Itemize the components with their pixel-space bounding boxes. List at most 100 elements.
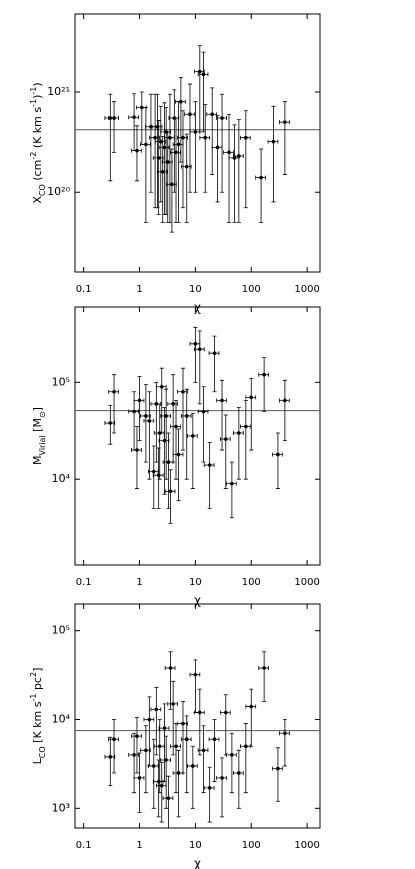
y-tick-label: 10³ (52, 801, 70, 814)
y-error-bar (132, 732, 137, 794)
data-point (262, 666, 266, 670)
y-error-bar (215, 115, 220, 203)
y-error-bar (243, 400, 248, 480)
y-error-bar (171, 374, 176, 463)
panel: 0.1 1 10 100 1000 10⁴ 10⁵ χ MVirial [M⊙] (31, 306, 321, 608)
y-error-bar (155, 93, 160, 209)
data-point (168, 489, 173, 494)
data-point (188, 112, 192, 117)
data-point (207, 786, 212, 790)
y-label-part: M (31, 455, 44, 465)
y-error-bar (134, 426, 139, 489)
y-error-bar (154, 686, 159, 756)
data-point (154, 402, 159, 406)
y-label-part: Virial (38, 435, 47, 455)
y-tick-label: 10²⁰ (47, 185, 70, 198)
y-label-part: ] (31, 668, 44, 672)
data-point (174, 424, 178, 429)
y-error-bar (232, 124, 237, 223)
y-error-bar (210, 87, 215, 175)
plot-frame (74, 603, 321, 829)
y-error-bar (159, 367, 164, 434)
data-point (174, 150, 178, 155)
x-tick-label: 1000 (294, 840, 319, 851)
y-label-part: -1 (29, 694, 38, 702)
data-point (144, 414, 148, 418)
x-tick-label: 100 (242, 840, 261, 851)
x-tick-label: 1 (136, 840, 142, 851)
x-tick-label: 10 (189, 284, 202, 295)
data-point (144, 748, 148, 753)
data-point (237, 431, 241, 435)
panel: 0.1 1 10 100 1000 10³ 10⁴ 10⁵ χ LCO [K km s-1 pc2… (29, 603, 321, 869)
y-error-bar (164, 388, 169, 480)
data-point (220, 776, 224, 780)
y-error-bar (220, 93, 225, 193)
y-error-bar (176, 749, 181, 818)
data-point (227, 150, 231, 155)
x-tick-label: 0.1 (76, 840, 92, 851)
data-point (135, 734, 139, 738)
x-tick-label: 1 (136, 577, 142, 588)
data-point (276, 766, 280, 771)
x-tick-label: 0.1 (76, 577, 92, 588)
y-error-bar (243, 723, 248, 794)
data-point (262, 372, 266, 377)
y-error-bar (262, 651, 267, 702)
data-point (156, 779, 161, 784)
y-error-bar (168, 651, 173, 710)
data-point (215, 145, 220, 150)
y-tick-label: 10⁴ (52, 713, 71, 726)
y-error-bar (275, 432, 280, 489)
y-error-bar (201, 386, 206, 463)
y-error-bar (190, 745, 195, 809)
y-error-bar (164, 735, 169, 809)
y-axis-label: LCO [K km s-1 pc2] (29, 668, 47, 765)
y-error-bar (229, 461, 234, 519)
data-point (201, 72, 206, 77)
y-error-bar (229, 732, 234, 794)
data-point (203, 135, 208, 140)
y-error-bar (112, 374, 117, 434)
y-error-bar (223, 414, 228, 489)
x-tick-label: 100 (242, 284, 261, 295)
data-point (154, 707, 159, 712)
data-point (184, 737, 189, 742)
data-point (223, 710, 228, 715)
data-point (112, 389, 116, 394)
y-axis-label: MVirial [M⊙] (31, 407, 47, 465)
y-error-bar (176, 428, 181, 502)
data-point (140, 105, 144, 110)
y-error-bar (236, 119, 241, 223)
data-point (237, 154, 241, 158)
y-error-bar (156, 447, 161, 509)
data-point (162, 145, 167, 150)
x-axis-label: χ (194, 594, 201, 608)
data-point (168, 135, 172, 140)
data-point (174, 744, 178, 749)
data-point (164, 758, 168, 762)
y-error-bar (184, 388, 189, 480)
y-tick-label: 10⁵ (52, 375, 70, 388)
data-point (108, 755, 113, 759)
data-point (171, 702, 175, 706)
data-point (157, 744, 162, 749)
data-point (156, 473, 161, 477)
data-point (132, 753, 136, 757)
data-point (220, 116, 224, 120)
data-point (108, 421, 113, 425)
data-point (223, 437, 228, 441)
y-error-bar (112, 719, 117, 774)
data-point (159, 783, 164, 788)
y-error-bar (184, 715, 189, 794)
data-point (193, 130, 198, 134)
y-error-bar (108, 93, 113, 182)
y-error-bar (197, 688, 202, 756)
data-point (181, 721, 185, 726)
y-label-part: (K km s (31, 107, 44, 152)
y-error-bar (166, 432, 171, 509)
data-point (210, 112, 215, 117)
data-point (271, 139, 276, 144)
